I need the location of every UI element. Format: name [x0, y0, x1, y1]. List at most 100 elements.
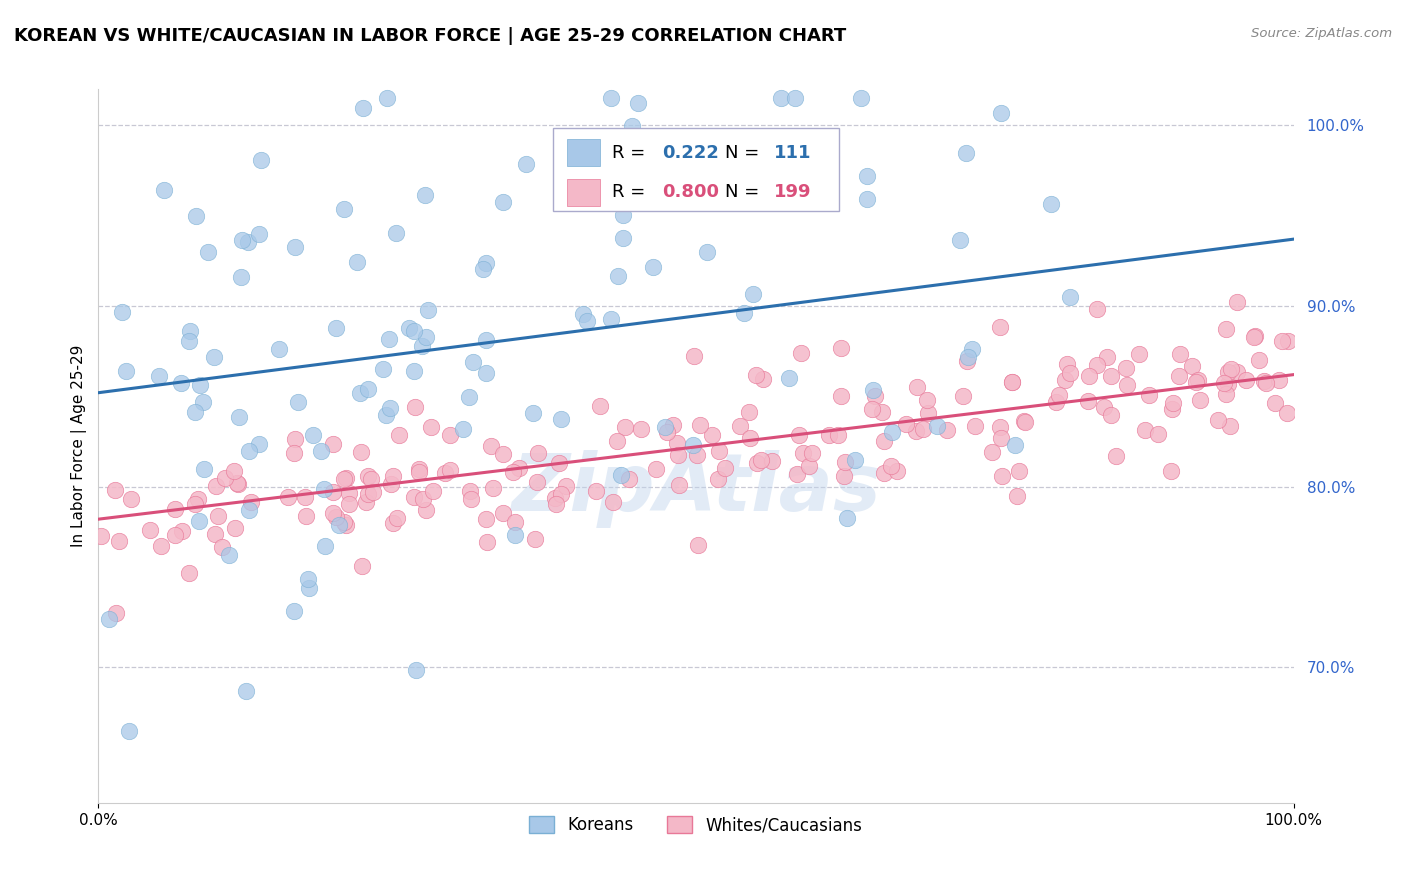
Whites/Caucasians [1085, 358, 1108, 372]
Koreans [238, 503, 260, 517]
Whites/Caucasians [589, 400, 612, 414]
Whites/Caucasians [554, 479, 576, 493]
Whites/Caucasians [830, 341, 852, 355]
Koreans [451, 422, 474, 436]
Koreans [682, 438, 704, 452]
Whites/Caucasians [952, 389, 974, 403]
Whites/Caucasians [787, 428, 810, 442]
Bar [567, 139, 600, 167]
Koreans [925, 419, 948, 434]
Whites/Caucasians [1216, 377, 1239, 392]
Koreans [592, 132, 614, 146]
Koreans [250, 153, 273, 167]
Koreans [235, 684, 257, 698]
Whites/Caucasians [90, 529, 112, 543]
Whites/Caucasians [818, 427, 841, 442]
Text: Source: ZipAtlas.com: Source: ZipAtlas.com [1251, 27, 1392, 40]
Koreans [457, 390, 479, 404]
Whites/Caucasians [505, 515, 527, 529]
Koreans [610, 467, 633, 482]
Whites/Caucasians [1001, 376, 1024, 390]
Koreans [769, 91, 792, 105]
Koreans [349, 385, 371, 400]
Text: N =: N = [724, 144, 759, 161]
Whites/Caucasians [873, 434, 896, 449]
Koreans [384, 227, 406, 241]
Koreans [110, 304, 132, 318]
Koreans [231, 269, 253, 284]
Whites/Caucasians [917, 406, 939, 420]
Koreans [844, 452, 866, 467]
Koreans [1040, 196, 1063, 211]
Whites/Caucasians [204, 479, 226, 493]
Koreans [179, 324, 201, 338]
Whites/Caucasians [904, 424, 927, 438]
Koreans [606, 191, 628, 205]
Whites/Caucasians [357, 487, 380, 501]
Koreans [880, 425, 903, 440]
Whites/Caucasians [325, 509, 347, 524]
Whites/Caucasians [226, 477, 249, 491]
Whites/Caucasians [492, 506, 515, 520]
Koreans [606, 268, 628, 283]
Koreans [599, 312, 621, 326]
Whites/Caucasians [434, 466, 457, 480]
Text: 199: 199 [773, 183, 811, 201]
Whites/Caucasians [1215, 322, 1237, 336]
Whites/Caucasians [1014, 415, 1036, 429]
Whites/Caucasians [187, 492, 209, 507]
Whites/Caucasians [686, 448, 709, 462]
Koreans [287, 394, 309, 409]
Koreans [284, 239, 307, 253]
Whites/Caucasians [827, 427, 849, 442]
Whites/Caucasians [1181, 359, 1204, 373]
Whites/Caucasians [917, 393, 939, 408]
Whites/Caucasians [713, 461, 735, 475]
Whites/Caucasians [1271, 334, 1294, 348]
Koreans [378, 331, 401, 345]
Koreans [837, 510, 859, 524]
Whites/Caucasians [1099, 409, 1122, 423]
Whites/Caucasians [1268, 373, 1291, 387]
Whites/Caucasians [163, 528, 186, 542]
Whites/Caucasians [894, 417, 917, 432]
Whites/Caucasians [335, 517, 357, 532]
Koreans [267, 343, 290, 357]
Whites/Caucasians [1160, 464, 1182, 478]
Koreans [302, 427, 325, 442]
Koreans [378, 401, 401, 415]
Whites/Caucasians [350, 445, 373, 459]
Whites/Caucasians [1168, 347, 1191, 361]
Whites/Caucasians [613, 420, 636, 434]
Whites/Caucasians [460, 491, 482, 506]
Whites/Caucasians [880, 459, 903, 474]
Koreans [696, 244, 718, 259]
Koreans [375, 408, 398, 422]
Whites/Caucasians [745, 368, 768, 382]
Whites/Caucasians [1105, 450, 1128, 464]
Whites/Caucasians [683, 349, 706, 363]
Whites/Caucasians [357, 469, 380, 483]
Whites/Caucasians [988, 420, 1011, 434]
Whites/Caucasians [354, 495, 377, 509]
Whites/Caucasians [139, 523, 162, 537]
Whites/Caucasians [1226, 365, 1249, 379]
Whites/Caucasians [860, 401, 883, 416]
Whites/Caucasians [361, 484, 384, 499]
Whites/Caucasians [1007, 489, 1029, 503]
Whites/Caucasians [1243, 328, 1265, 343]
Text: 0.800: 0.800 [662, 183, 720, 201]
Whites/Caucasians [1253, 374, 1275, 388]
Koreans [856, 192, 879, 206]
Whites/Caucasians [439, 428, 461, 442]
Whites/Caucasians [408, 462, 430, 476]
Koreans [325, 321, 347, 335]
Whites/Caucasians [412, 491, 434, 506]
Whites/Caucasians [801, 446, 824, 460]
Whites/Caucasians [666, 448, 689, 462]
Whites/Caucasians [905, 380, 928, 394]
Whites/Caucasians [179, 566, 201, 580]
Whites/Caucasians [163, 502, 186, 516]
Whites/Caucasians [439, 462, 461, 476]
Koreans [1059, 290, 1081, 304]
